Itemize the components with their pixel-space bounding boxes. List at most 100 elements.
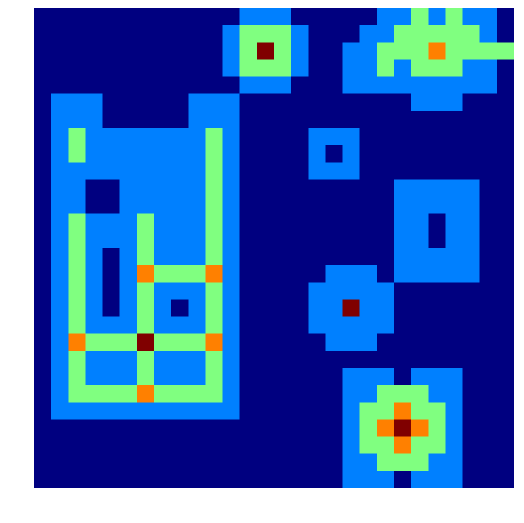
heatmap-cell [85,213,103,232]
heatmap-cell [291,230,309,249]
heatmap-cell [68,59,86,77]
heatmap-cell [496,162,514,180]
heatmap-cell [394,333,412,352]
heatmap-cell [445,42,463,60]
heatmap-cell [394,350,412,369]
heatmap-cell [376,385,395,403]
heatmap-cell [308,196,326,215]
heatmap-cell [188,196,206,215]
heatmap-cell [256,350,275,369]
heatmap-cell [496,196,514,215]
heatmap-cell [239,333,258,352]
heatmap-cell [274,213,292,232]
heatmap-cell [51,93,69,112]
heatmap-cell [222,162,241,180]
heatmap-cell [394,93,412,112]
heatmap-cell [308,213,326,232]
heatmap-cell [411,282,429,300]
heatmap-cell [34,265,52,283]
heatmap-cell [154,265,172,283]
heatmap-cell [68,25,86,43]
heatmap-cell [479,76,498,95]
heatmap-cell [496,179,514,197]
heatmap-cell [68,350,86,369]
heatmap-cell [154,402,172,420]
heatmap-cell [359,110,378,129]
heatmap-cell [68,299,86,317]
heatmap-cell [394,145,412,163]
heatmap-cell [325,42,343,60]
heatmap-cell [359,248,378,266]
heatmap-cell [308,230,326,249]
heatmap-cell [171,93,189,112]
heatmap-cell [68,42,86,60]
heatmap-cell [291,350,309,369]
heatmap-cell [205,350,223,369]
heatmap-cell [428,282,446,300]
heatmap-cell [85,453,103,472]
heatmap-cell [462,316,481,335]
heatmap-cell [394,179,412,197]
heatmap-cell [119,213,138,232]
heatmap-cell [496,385,514,403]
heatmap-cell [479,453,498,472]
heatmap-cell [68,162,86,180]
heatmap-cell [394,42,412,60]
heatmap-cell [154,25,172,43]
heatmap-cell [428,8,446,26]
heatmap-cell [428,145,446,163]
heatmap-cell [68,470,86,488]
heatmap-cell [428,110,446,129]
heatmap-cell [136,110,155,129]
heatmap-cell [445,162,463,180]
heatmap-cell [462,76,481,95]
heatmap-cell [68,402,86,420]
heatmap-cell [119,419,138,437]
heatmap-cell [188,76,206,95]
heatmap-cell [325,230,343,249]
heatmap-cell [222,265,241,283]
heatmap-cell [171,128,189,146]
heatmap-cell [239,248,258,266]
heatmap-cell [171,8,189,26]
heatmap-cell [479,59,498,77]
heatmap-cell [479,350,498,369]
heatmap-cell [205,248,223,266]
heatmap-cell [342,76,361,95]
heatmap-cell [239,402,258,420]
heatmap-cell [376,196,395,215]
heatmap-cell [119,230,138,249]
heatmap-cell [171,76,189,95]
heatmap-cell [445,368,463,386]
heatmap-cell [428,385,446,403]
heatmap-cell [445,350,463,369]
heatmap-cell [376,419,395,437]
heatmap-cell [136,385,155,403]
heatmap-cell [462,385,481,403]
heatmap-cell [394,59,412,77]
heatmap-cell [256,368,275,386]
heatmap-cell [291,179,309,197]
heatmap-cell [136,402,155,420]
heatmap-cell [291,453,309,472]
heatmap-cell [154,76,172,95]
heatmap-cell [428,350,446,369]
heatmap-cell [428,162,446,180]
heatmap-cell [154,128,172,146]
heatmap-cell [308,25,326,43]
heatmap-cell [68,385,86,403]
heatmap-cell [411,93,429,112]
heatmap-cell [136,419,155,437]
heatmap-cell [205,25,223,43]
heatmap-cell [359,145,378,163]
heatmap-cell [428,196,446,215]
heatmap-cell [359,59,378,77]
heatmap-cell [376,179,395,197]
heatmap-cell [154,213,172,232]
heatmap-cell [205,179,223,197]
heatmap-cell [239,350,258,369]
heatmap-cell [119,8,138,26]
heatmap-cell [34,453,52,472]
heatmap-cell [342,419,361,437]
heatmap-cell [342,248,361,266]
